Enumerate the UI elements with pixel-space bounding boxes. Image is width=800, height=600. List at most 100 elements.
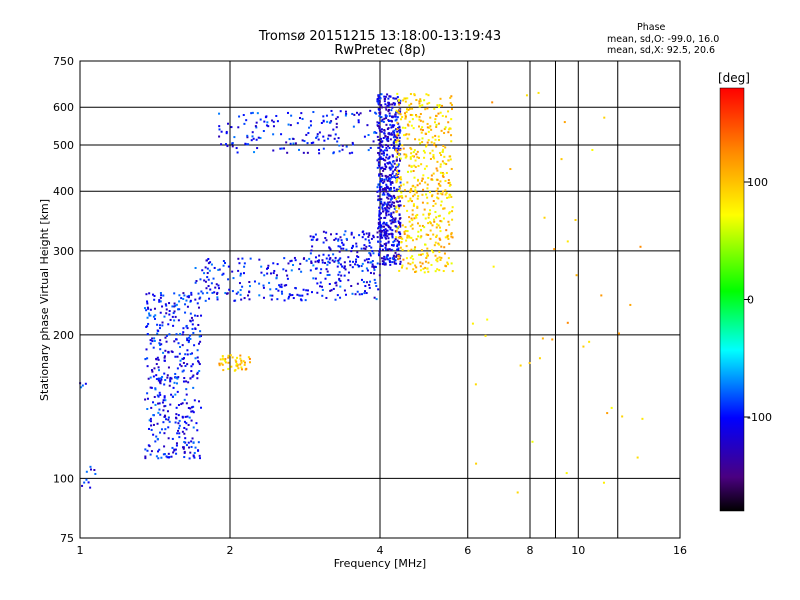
data-point: [347, 256, 350, 259]
data-point: [410, 148, 413, 151]
data-point: [163, 405, 166, 408]
data-point: [290, 114, 293, 117]
data-point: [447, 110, 450, 113]
data-point: [436, 268, 439, 271]
data-point: [409, 191, 412, 194]
data-point: [159, 348, 162, 351]
data-point: [189, 353, 192, 356]
data-point: [378, 125, 381, 128]
data-point: [388, 261, 391, 264]
data-point: [417, 156, 420, 159]
data-point: [337, 262, 340, 265]
data-point: [386, 255, 389, 258]
data-point: [378, 146, 381, 149]
data-point: [429, 229, 432, 232]
data-point: [337, 259, 340, 262]
data-point: [343, 267, 346, 270]
data-point: [385, 212, 388, 215]
data-point: [338, 271, 341, 274]
data-point: [388, 166, 391, 169]
data-point: [421, 201, 424, 204]
data-point: [434, 210, 437, 213]
data-point: [389, 187, 392, 190]
data-point: [439, 111, 442, 114]
data-point: [344, 230, 347, 233]
data-point: [276, 298, 279, 301]
data-point: [339, 110, 342, 113]
data-point: [396, 147, 399, 150]
data-point: [379, 240, 382, 243]
data-point: [190, 410, 193, 413]
data-point: [162, 453, 165, 456]
data-point: [416, 197, 419, 200]
data-point: [441, 193, 444, 196]
data-point: [376, 186, 379, 189]
data-point: [208, 297, 211, 300]
data-point: [158, 391, 161, 394]
data-point: [393, 131, 396, 134]
data-point: [243, 262, 246, 265]
data-point: [383, 193, 386, 196]
data-point: [391, 235, 394, 238]
data-point: [389, 226, 392, 229]
data-point: [388, 161, 391, 164]
data-point: [165, 304, 168, 307]
data-point: [193, 456, 196, 459]
data-point: [160, 343, 163, 346]
data-point: [397, 236, 400, 239]
data-point: [528, 361, 531, 364]
data-point: [436, 196, 439, 199]
data-point: [449, 102, 452, 105]
data-point: [173, 302, 176, 305]
data-point: [166, 374, 169, 377]
data-point: [193, 399, 196, 402]
colorbar-tick-label: -100: [747, 411, 772, 424]
data-point: [378, 215, 381, 218]
data-point: [260, 271, 263, 274]
data-point: [383, 201, 386, 204]
data-point: [198, 400, 201, 403]
data-point: [212, 277, 215, 280]
data-point: [165, 334, 168, 337]
data-point: [386, 179, 389, 182]
data-point: [357, 119, 360, 122]
data-point: [439, 204, 442, 207]
data-point: [372, 265, 375, 268]
data-point: [262, 130, 265, 133]
data-point: [391, 165, 394, 168]
data-point: [389, 204, 392, 207]
data-point: [377, 94, 380, 97]
data-point: [243, 361, 246, 364]
data-point: [425, 144, 428, 147]
data-point: [201, 269, 204, 272]
data-point: [390, 120, 393, 123]
data-point: [154, 440, 157, 443]
data-point: [158, 324, 161, 327]
data-point: [390, 249, 393, 252]
data-point: [410, 217, 413, 220]
data-point: [241, 257, 244, 260]
data-point: [416, 205, 419, 208]
data-point: [411, 114, 414, 117]
data-point: [399, 148, 402, 151]
data-point: [384, 114, 387, 117]
data-point: [435, 189, 438, 192]
data-point: [409, 263, 412, 266]
data-point: [167, 437, 170, 440]
data-point: [399, 181, 402, 184]
data-point: [427, 222, 430, 225]
data-point: [171, 315, 174, 318]
data-point: [158, 402, 161, 405]
data-point: [406, 97, 409, 100]
data-point: [378, 212, 381, 215]
data-point: [428, 101, 431, 104]
data-point: [415, 114, 418, 117]
data-point: [396, 210, 399, 213]
data-point: [318, 131, 321, 134]
data-point: [380, 230, 383, 233]
data-point: [345, 112, 348, 115]
data-point: [316, 291, 319, 294]
data-point: [436, 104, 439, 107]
data-point: [389, 263, 392, 266]
data-point: [416, 206, 419, 209]
